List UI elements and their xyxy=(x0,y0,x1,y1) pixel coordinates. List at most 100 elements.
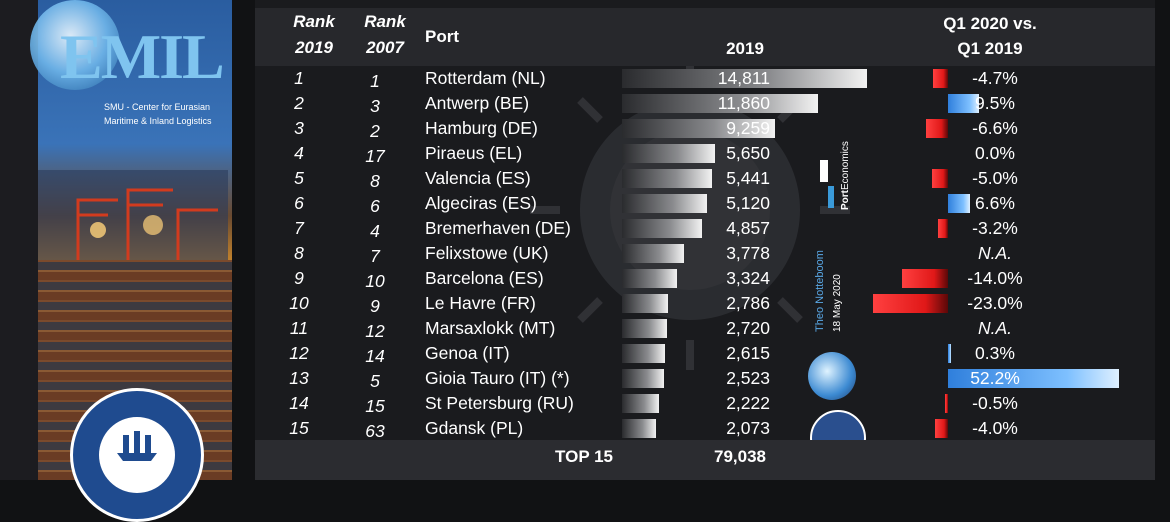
port-name: Genoa (IT) xyxy=(425,343,510,363)
rank-2019: 2 xyxy=(294,93,304,113)
volume-value: 5,120 xyxy=(726,193,770,213)
change-value: -5.0% xyxy=(972,168,1018,188)
volume-value: 2,786 xyxy=(726,293,770,313)
change-value: -23.0% xyxy=(967,293,1023,313)
port-name: Hamburg (DE) xyxy=(425,118,538,138)
rank-2007: 7 xyxy=(370,246,380,266)
volume-value: 14,811 xyxy=(717,68,770,88)
table-row: 2 3 Antwerp (BE) 11,860 9.5% xyxy=(255,91,1155,116)
rank-2007: 1 xyxy=(370,71,380,91)
rank-2007: 8 xyxy=(370,171,380,191)
change-value: N.A. xyxy=(977,243,1013,263)
volume-bar xyxy=(622,219,703,238)
table-footer xyxy=(255,440,1155,480)
ship-icon xyxy=(117,431,157,461)
rank-2019: 6 xyxy=(294,193,304,213)
port-name: Marsaxlokk (MT) xyxy=(425,318,556,338)
rank-2007: 9 xyxy=(370,296,380,316)
port-name: Barcelona (ES) xyxy=(425,268,544,288)
rank-2019: 10 xyxy=(289,293,309,313)
emil-mini-logo xyxy=(808,352,856,400)
change-value: -3.2% xyxy=(972,218,1018,238)
header-rank2007-line2: 2007 xyxy=(366,38,404,57)
change-bar-negative xyxy=(931,169,948,188)
port-name: Bremerhaven (DE) xyxy=(425,218,571,238)
header-rank2007-line1: Rank xyxy=(364,12,406,31)
rank-2007: 6 xyxy=(370,196,380,216)
table-header xyxy=(255,8,1155,66)
port-name: Valencia (ES) xyxy=(425,168,531,188)
volume-value: 5,441 xyxy=(726,168,770,188)
change-value: -4.0% xyxy=(972,418,1018,438)
change-value: N.A. xyxy=(977,318,1013,338)
volume-bar xyxy=(622,244,685,263)
volume-value: 3,778 xyxy=(726,243,770,263)
change-bar-negative xyxy=(932,69,948,88)
brand-economics: Economics xyxy=(840,141,851,190)
change-bar-negative xyxy=(934,419,948,438)
change-bar-negative xyxy=(872,294,948,313)
rank-2019: 8 xyxy=(294,243,304,263)
rank-2007: 17 xyxy=(365,146,385,166)
port-name: Le Havre (FR) xyxy=(425,293,536,313)
rank-2019: 13 xyxy=(289,368,309,388)
change-value: 0.3% xyxy=(975,343,1015,363)
rank-2019: 7 xyxy=(294,218,304,238)
logo-line-2: Maritime & Inland Logistics xyxy=(104,116,212,126)
left-panel: EMIL SMU - Center for Eurasian Maritime … xyxy=(0,0,232,522)
total-label: TOP 15 xyxy=(555,447,613,466)
change-value: -4.7% xyxy=(972,68,1018,88)
rank-2019: 9 xyxy=(294,268,304,288)
rank-2019: 3 xyxy=(294,118,304,138)
volume-bar xyxy=(622,319,667,338)
credit-date: 18 May 2020 xyxy=(832,274,843,332)
volume-value: 2,523 xyxy=(726,368,770,388)
table-row: 1 1 Rotterdam (NL) 14,811 -4.7% xyxy=(255,66,1155,91)
rank-2019: 11 xyxy=(289,318,309,338)
change-bar-positive xyxy=(948,344,951,363)
volume-bar xyxy=(622,369,664,388)
change-value: 52.2% xyxy=(970,368,1020,388)
university-seal xyxy=(70,388,204,522)
table-row: 14 15 St Petersburg (RU) 2,222 -0.5% xyxy=(255,391,1155,416)
volume-bar xyxy=(622,169,712,188)
brand-port: Port xyxy=(840,190,851,210)
change-value: -14.0% xyxy=(967,268,1023,288)
volume-value: 9,259 xyxy=(726,118,770,138)
port-name: Piraeus (EL) xyxy=(425,143,523,163)
port-name: Algeciras (ES) xyxy=(425,193,537,213)
port-name: Gdansk (PL) xyxy=(425,418,524,438)
rank-2007: 12 xyxy=(365,321,385,341)
volume-bar xyxy=(622,419,657,438)
volume-bar xyxy=(622,294,669,313)
change-value: 0.0% xyxy=(975,143,1015,163)
port-name: Felixstowe (UK) xyxy=(425,243,549,263)
volume-bar xyxy=(622,69,867,88)
change-value: 9.5% xyxy=(975,93,1015,113)
rank-2007: 14 xyxy=(365,346,385,366)
change-bar-negative xyxy=(902,269,948,288)
author-credit: Theo Notteboom 18 May 2020 xyxy=(812,222,852,332)
volume-bar xyxy=(622,344,666,363)
table-row: 8 7 Felixstowe (UK) 3,778 N.A. xyxy=(255,241,1155,266)
volume-bar xyxy=(622,94,819,113)
volume-value: 11,860 xyxy=(717,93,770,113)
rank-2019: 14 xyxy=(289,393,309,413)
volume-value: 2,720 xyxy=(726,318,770,338)
header-change-line2: Q1 2019 xyxy=(957,39,1023,58)
table-row: 10 9 Le Havre (FR) 2,786 -23.0% xyxy=(255,291,1155,316)
header-year: 2019 xyxy=(726,39,764,58)
volume-bar xyxy=(622,269,677,288)
volume-value: 2,222 xyxy=(726,393,770,413)
volume-bar xyxy=(622,394,659,413)
table-row: 15 63 Gdansk (PL) 2,073 -4.0% xyxy=(255,416,1155,441)
table-row: 4 17 Piraeus (EL) 5,650 0.0% xyxy=(255,141,1155,166)
change-bar-positive xyxy=(948,94,980,113)
volume-bar xyxy=(622,144,716,163)
volume-value: 2,073 xyxy=(726,418,770,438)
table-row: 3 2 Hamburg (DE) 9,259 -6.6% xyxy=(255,116,1155,141)
volume-bar xyxy=(622,194,707,213)
rank-2019: 15 xyxy=(289,418,309,438)
change-value: -6.6% xyxy=(972,118,1018,138)
volume-value: 3,324 xyxy=(726,268,770,288)
